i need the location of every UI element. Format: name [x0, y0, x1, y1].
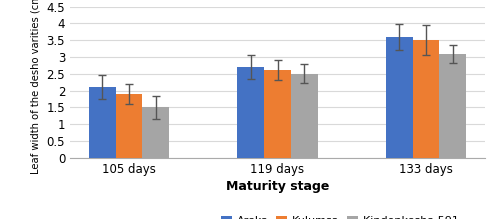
Bar: [440, 54, 466, 158]
Bar: [116, 94, 142, 158]
Bar: [238, 67, 264, 158]
Bar: [386, 37, 412, 158]
Bar: [142, 107, 169, 158]
X-axis label: Maturity stage: Maturity stage: [226, 180, 329, 193]
Bar: [412, 40, 440, 158]
Bar: [264, 70, 291, 158]
Bar: [291, 74, 318, 158]
Bar: [89, 87, 116, 158]
Legend: Areka, Kulumsa, Kindonkesha 591: Areka, Kulumsa, Kindonkesha 591: [216, 212, 463, 219]
Y-axis label: Leaf width of the desho varities (cm): Leaf width of the desho varities (cm): [31, 0, 41, 174]
